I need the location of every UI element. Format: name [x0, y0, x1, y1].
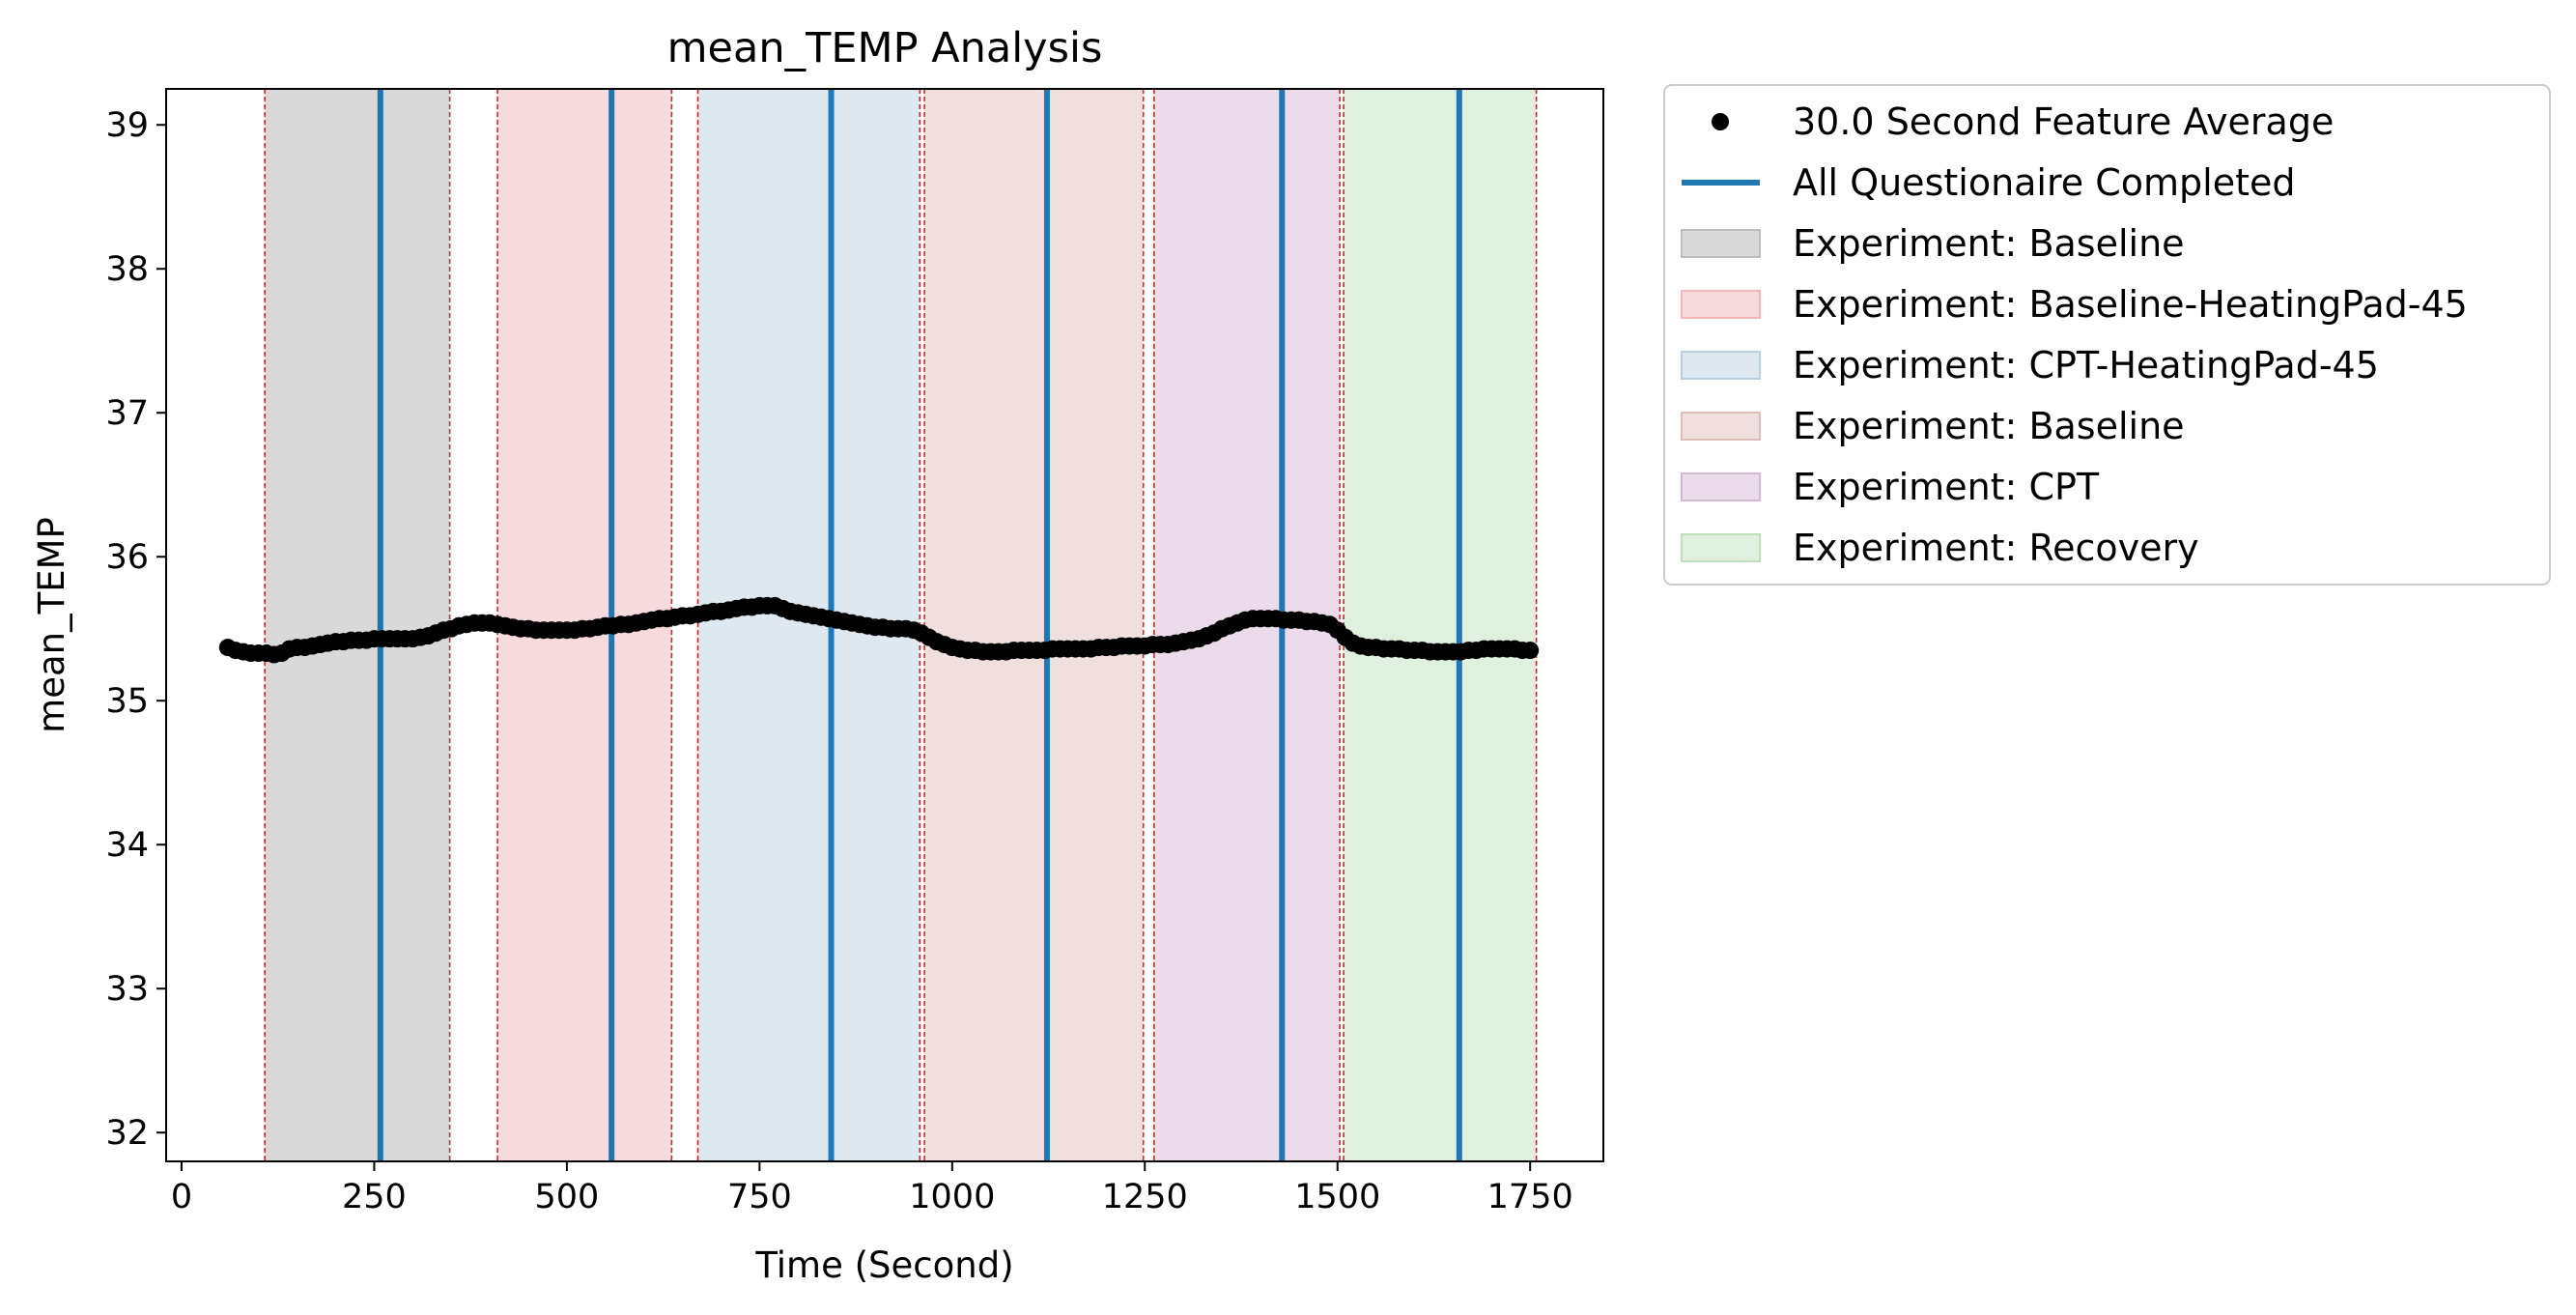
y-tick-label: 38 — [105, 250, 149, 289]
x-tick-label: 1250 — [1102, 1178, 1188, 1216]
legend-label: Experiment: CPT — [1793, 466, 2100, 508]
legend-items: 30.0 Second Feature Average All Questiona… — [1681, 100, 2468, 569]
legend-marker-patch — [1681, 290, 1761, 319]
x-tick-label: 1500 — [1294, 1178, 1380, 1216]
x-tick-label: 1750 — [1487, 1178, 1573, 1216]
x-axis-label: Time (Second) — [754, 1244, 1013, 1286]
legend-label: Experiment: CPT-HeatingPad-45 — [1793, 344, 2379, 386]
region-band — [1344, 89, 1537, 1161]
legend-label: Experiment: Recovery — [1793, 527, 2199, 569]
y-tick-label: 34 — [105, 826, 149, 865]
legend-label: All Questionaire Completed — [1793, 161, 2296, 204]
region-band — [265, 89, 450, 1161]
legend-marker-patch — [1681, 412, 1761, 441]
region-band — [924, 89, 1144, 1161]
legend-marker-dot — [1712, 113, 1729, 130]
y-tick-label: 35 — [105, 682, 149, 721]
y-tick-label: 36 — [105, 538, 149, 577]
legend-label: Experiment: Baseline-HeatingPad-45 — [1793, 283, 2468, 326]
legend-label: Experiment: Baseline — [1793, 222, 2185, 265]
y-tick-label: 33 — [105, 970, 149, 1009]
legend-label: Experiment: Baseline — [1793, 405, 2185, 447]
x-tick-label: 500 — [534, 1178, 599, 1216]
legend-frame — [1663, 84, 2551, 586]
x-tick-label: 1000 — [909, 1178, 995, 1216]
y-tick-label: 37 — [105, 394, 149, 433]
chart-title: mean_TEMP Analysis — [667, 24, 1103, 72]
y-tick-label: 32 — [105, 1114, 149, 1153]
y-axis-label: mean_TEMP — [31, 517, 72, 733]
data-point — [1521, 642, 1540, 660]
feature-average-points — [218, 596, 1540, 664]
y-tick-label: 39 — [105, 106, 149, 145]
legend-marker-patch — [1681, 351, 1761, 380]
legend: 30.0 Second Feature Average All Questiona… — [1663, 84, 2551, 586]
legend-label: 30.0 Second Feature Average — [1793, 100, 2334, 143]
x-axis-ticks: 0 250 500 750 1000 1250 1500 1750 — [171, 1161, 1573, 1216]
y-axis-ticks: 32 33 34 35 36 37 38 39 — [105, 106, 166, 1153]
plot-area-frame — [165, 88, 1604, 1162]
x-tick-label: 750 — [727, 1178, 792, 1216]
x-tick-label: 250 — [342, 1178, 407, 1216]
legend-marker-patch — [1681, 533, 1761, 562]
legend-marker-patch — [1681, 472, 1761, 501]
x-tick-label: 0 — [171, 1178, 192, 1216]
legend-marker-patch — [1681, 229, 1761, 258]
